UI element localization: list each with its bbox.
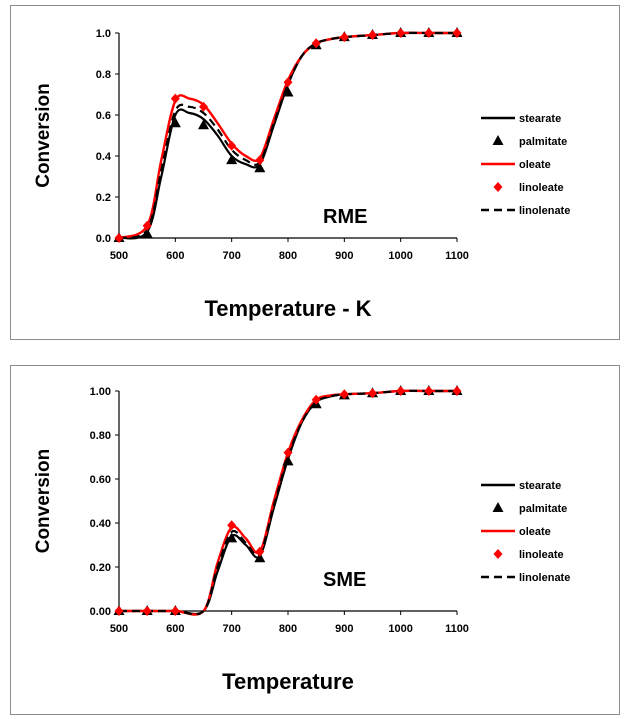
- x-tick-label: 600: [166, 250, 184, 262]
- y-tick-label: 0.40: [90, 518, 111, 530]
- point-linoleate: [396, 386, 406, 396]
- rme-conversion-chart: 0.0 0.2 0.4 0.6 0.8 1.0 500 600 700 800 900 1000 110…: [33, 27, 570, 321]
- x-tick-label: 800: [279, 250, 297, 262]
- y-tick-label: 0.0: [96, 233, 111, 245]
- y-tick-label: 0.80: [90, 430, 111, 442]
- point-linoleate: [170, 93, 180, 104]
- point-linoleate: [114, 233, 124, 243]
- legend-label-oleate: oleate: [519, 159, 551, 171]
- legend-label-oleate: oleate: [519, 526, 551, 538]
- point-linoleate: [396, 28, 406, 38]
- point-linoleate: [424, 28, 434, 38]
- point-linoleate: [227, 140, 237, 151]
- point-palmitate: [198, 119, 209, 130]
- point-linoleate: [283, 447, 293, 458]
- legend-swatch-linoleate: [493, 182, 503, 192]
- y-tick-label: 1.00: [90, 386, 111, 398]
- point-palmitate: [169, 117, 181, 128]
- point-palmitate: [282, 455, 294, 466]
- legend-label-stearate: stearate: [519, 113, 561, 125]
- point-linoleate: [339, 389, 349, 400]
- legend-swatch-palmitate: [492, 135, 504, 145]
- point-palmitate: [141, 227, 153, 238]
- x-axis-label: Temperature - K: [204, 296, 371, 321]
- y-tick-label: 1.0: [96, 28, 111, 40]
- legend-label-linoleate: linoleate: [519, 549, 564, 561]
- x-tick-label: 800: [279, 623, 297, 635]
- legend: stearate palmitate oleate linoleate linolena…: [481, 113, 570, 217]
- point-linoleate: [170, 606, 180, 616]
- x-tick-label: 1100: [445, 623, 469, 635]
- x-tick-label: 600: [166, 623, 184, 635]
- chart-panel-sme: 0.00 0.20 0.40 0.60 0.80 1.00 500 600 700 800 900 1…: [10, 365, 620, 715]
- x-tick-label: 1000: [388, 250, 412, 262]
- legend-swatch-linoleate: [493, 549, 503, 559]
- x-axis-label: Temperature: [222, 669, 354, 694]
- point-linoleate: [114, 606, 124, 616]
- x-tick-label: 700: [222, 623, 240, 635]
- legend-label-linolenate: linolenate: [519, 205, 570, 217]
- y-tick-label: 0.60: [90, 474, 111, 486]
- point-linoleate: [368, 30, 377, 41]
- point-linoleate: [283, 77, 293, 88]
- point-linoleate: [452, 28, 462, 38]
- series-line-stearate: [118, 31, 457, 240]
- legend-label-linolenate: linolenate: [519, 572, 570, 584]
- legend-label-linoleate: linoleate: [519, 182, 564, 194]
- x-tick-label: 900: [335, 250, 353, 262]
- x-tick-label: 1100: [445, 250, 469, 262]
- series-line-stearate: [119, 389, 457, 615]
- legend-label-palmitate: palmitate: [519, 503, 567, 515]
- legend: stearate palmitate oleate linoleate linolena…: [481, 480, 570, 584]
- y-tick-label: 0.20: [90, 562, 111, 574]
- x-tick-label: 500: [110, 250, 128, 262]
- y-tick-label: 0.8: [96, 69, 111, 81]
- y-tick-label: 0.6: [96, 110, 111, 122]
- point-linoleate: [227, 520, 237, 531]
- x-tick-label: 500: [110, 623, 128, 635]
- chart-panel-rme: 0.0 0.2 0.4 0.6 0.8 1.0 500 600 700 800 900 1000 110…: [10, 5, 620, 340]
- series-line-linolenate: [119, 389, 457, 616]
- point-palmitate: [254, 162, 266, 173]
- y-axis-label: Conversion: [33, 83, 54, 188]
- point-palmitate: [226, 532, 238, 543]
- point-palmitate: [226, 154, 238, 165]
- legend-label-stearate: stearate: [519, 480, 561, 492]
- point-linoleate: [142, 606, 152, 616]
- y-tick-label: 0.2: [96, 192, 111, 204]
- point-linoleate: [311, 38, 321, 49]
- point-linoleate: [339, 32, 349, 43]
- legend-swatch-palmitate: [492, 502, 504, 512]
- point-linoleate: [368, 388, 377, 399]
- y-tick-label: 0.00: [90, 606, 111, 618]
- chart-annotation: RME: [323, 206, 367, 228]
- point-linoleate: [424, 386, 434, 396]
- point-palmitate: [254, 552, 266, 563]
- point-linoleate: [311, 394, 321, 405]
- legend-label-palmitate: palmitate: [519, 136, 567, 148]
- point-linoleate: [199, 101, 208, 112]
- y-axis-label: Conversion: [33, 449, 54, 554]
- x-tick-label: 1000: [388, 623, 412, 635]
- chart-annotation: SME: [323, 569, 366, 591]
- sme-conversion-chart: 0.00 0.20 0.40 0.60 0.80 1.00 500 600 700 800 900 1…: [33, 385, 570, 694]
- point-linoleate: [142, 220, 152, 231]
- point-linoleate: [452, 386, 462, 396]
- point-linoleate: [255, 546, 265, 557]
- point-palmitate: [282, 86, 294, 97]
- x-tick-label: 700: [222, 250, 240, 262]
- y-tick-label: 0.4: [96, 151, 112, 163]
- x-tick-label: 900: [335, 623, 353, 635]
- series-line-oleate: [119, 389, 457, 616]
